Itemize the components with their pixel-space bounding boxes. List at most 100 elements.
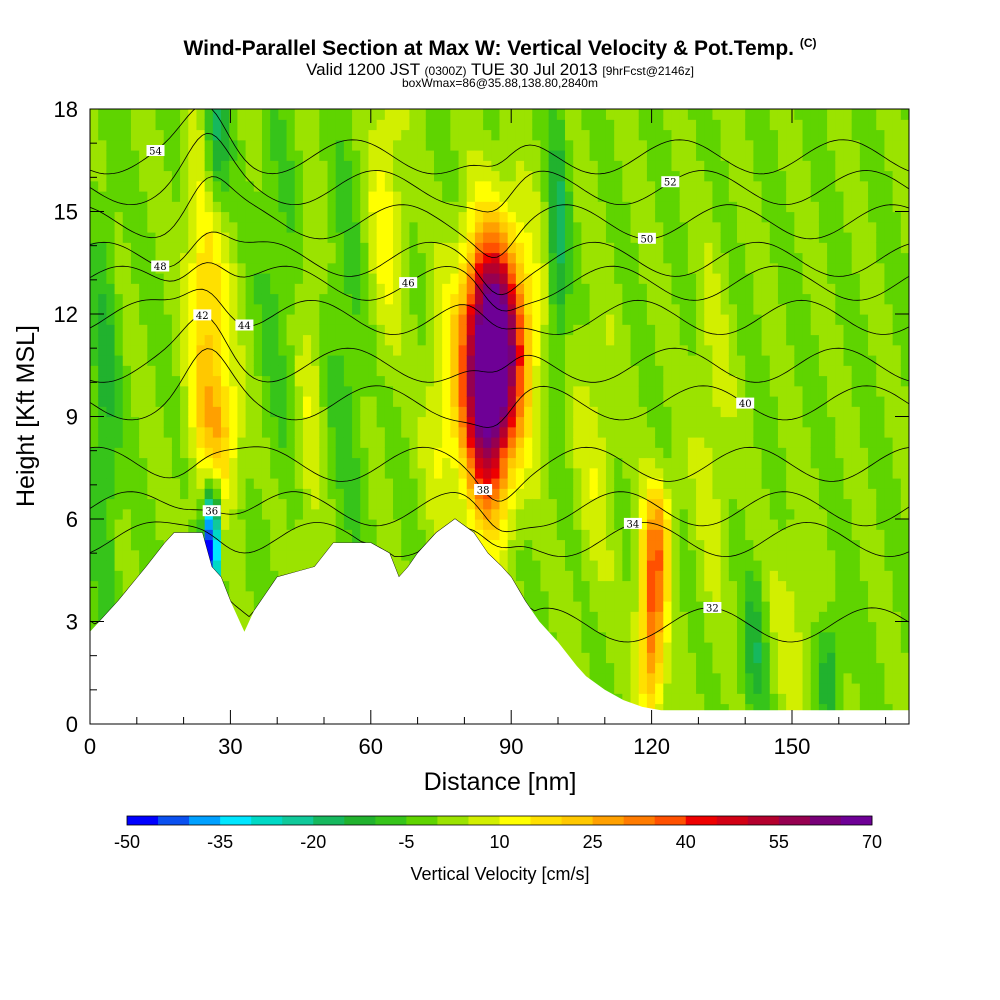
field-cell	[352, 314, 361, 325]
field-cell	[433, 150, 443, 161]
field-cell	[507, 221, 517, 233]
field-cell	[130, 232, 140, 243]
field-cell	[311, 303, 320, 315]
field-cell	[614, 672, 623, 684]
field-cell	[122, 180, 132, 192]
field-cell	[196, 252, 206, 264]
field-cell	[565, 570, 574, 582]
field-cell	[548, 191, 558, 202]
field-cell	[90, 365, 99, 377]
field-cell	[417, 191, 427, 202]
field-cell	[491, 467, 501, 479]
field-cell	[278, 396, 288, 407]
field-cell	[499, 498, 509, 510]
field-cell	[646, 180, 656, 192]
field-cell	[507, 396, 517, 407]
field-cell	[106, 273, 116, 284]
field-cell	[401, 426, 411, 438]
field-cell	[352, 467, 361, 479]
field-cell	[614, 273, 623, 284]
field-cell	[499, 262, 509, 274]
field-cell	[761, 344, 771, 356]
field-cell	[737, 283, 746, 295]
field-cell	[622, 365, 632, 377]
field-cell	[180, 180, 189, 192]
field-cell	[712, 221, 722, 233]
field-cell	[311, 539, 320, 551]
field-cell	[573, 283, 582, 295]
field-cell	[474, 273, 484, 284]
field-cell	[450, 314, 460, 325]
field-cell	[368, 150, 378, 161]
field-cell	[524, 293, 533, 305]
field-cell	[163, 232, 173, 243]
field-cell	[171, 150, 181, 161]
field-cell	[737, 139, 746, 151]
field-cell	[679, 170, 689, 182]
field-cell	[696, 437, 705, 448]
field-cell	[319, 508, 329, 520]
field-cell	[565, 601, 574, 612]
field-cell	[589, 498, 599, 510]
field-cell	[515, 242, 525, 254]
field-cell	[130, 242, 140, 254]
field-cell	[679, 672, 689, 684]
field-cell	[573, 560, 582, 571]
field-cell	[253, 355, 263, 366]
field-cell	[302, 560, 312, 571]
field-cell	[687, 211, 697, 223]
field-cell	[155, 119, 165, 131]
field-cell	[605, 344, 615, 356]
field-cell	[90, 355, 99, 366]
field-cell	[720, 119, 730, 131]
field-cell	[384, 293, 394, 305]
field-cell	[737, 488, 746, 500]
field-cell	[524, 324, 533, 336]
field-cell	[565, 519, 574, 530]
field-cell	[245, 365, 255, 377]
field-cell	[90, 560, 99, 571]
field-cell	[294, 324, 304, 336]
field-cell	[581, 519, 591, 530]
field-cell	[737, 191, 746, 202]
field-cell	[114, 139, 124, 151]
field-cell	[663, 211, 673, 223]
field-cell	[335, 365, 345, 377]
field-cell	[745, 232, 754, 243]
field-cell	[704, 273, 714, 284]
field-cell	[188, 109, 198, 120]
field-cell	[229, 273, 239, 284]
field-cell	[753, 262, 763, 274]
field-cell	[122, 416, 132, 428]
field-cell	[401, 303, 411, 315]
field-cell	[507, 293, 517, 305]
field-cell	[687, 590, 697, 602]
field-cell	[573, 109, 582, 120]
field-cell	[753, 621, 763, 633]
field-cell	[589, 406, 599, 418]
field-cell	[712, 324, 722, 336]
field-cell	[245, 293, 255, 305]
field-cell	[687, 570, 697, 582]
field-cell	[139, 273, 148, 284]
field-cell	[728, 396, 738, 407]
field-cell	[540, 447, 550, 459]
field-cell	[417, 283, 427, 295]
field-cell	[270, 447, 279, 459]
field-cell	[302, 508, 312, 520]
field-cell	[507, 365, 517, 377]
field-cell	[147, 549, 157, 561]
field-cell	[237, 303, 247, 315]
field-cell	[499, 160, 509, 172]
field-cell	[376, 139, 386, 151]
field-cell	[196, 478, 206, 489]
field-cell	[245, 119, 255, 131]
field-cell	[769, 580, 779, 592]
field-cell	[90, 529, 99, 541]
field-cell	[229, 426, 239, 438]
field-cell	[565, 488, 574, 500]
field-cell	[720, 457, 730, 469]
field-cell	[491, 180, 501, 192]
field-cell	[589, 324, 599, 336]
field-cell	[712, 160, 722, 172]
